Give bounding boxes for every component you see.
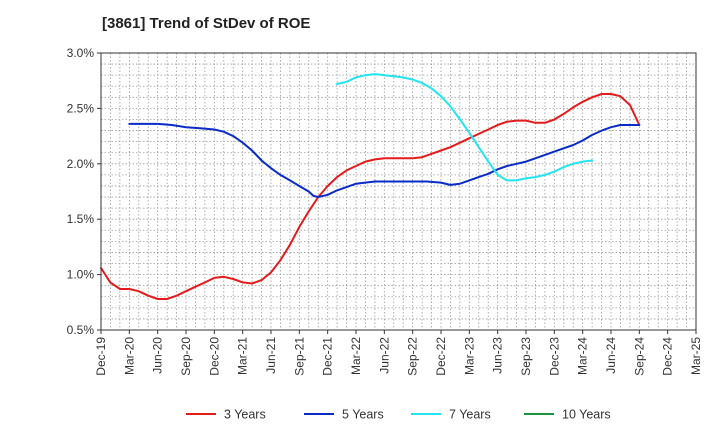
- y-axis: 0.5% 1.0% 1.5% 2.0% 2.5% 3.0%: [67, 46, 101, 337]
- x-tick-label: Jun-24: [604, 337, 618, 374]
- series-lines: [100, 73, 641, 300]
- x-tick-label: Mar-25: [689, 337, 703, 375]
- y-tick-label: 2.5%: [67, 101, 95, 115]
- x-tick-label: Sep-24: [632, 337, 646, 376]
- series-line-7-years: [336, 73, 593, 182]
- x-tick-label: Sep-23: [519, 337, 533, 376]
- x-tick-label: Sep-21: [292, 337, 306, 376]
- x-tick-label: Mar-24: [576, 337, 590, 375]
- plot-frame: [100, 52, 697, 331]
- x-tick-label: Sep-22: [406, 337, 420, 376]
- legend-label-5-years: 5 Years: [342, 408, 384, 422]
- x-tick-label: Dec-21: [321, 337, 335, 376]
- y-tick-label: 2.0%: [67, 157, 95, 171]
- y-tick-label: 1.5%: [67, 212, 95, 226]
- x-tick-label: Jun-22: [377, 337, 391, 374]
- y-tick-label: 0.5%: [67, 323, 95, 337]
- x-tick-label: Mar-23: [462, 337, 476, 375]
- x-tick-label: Sep-20: [179, 337, 193, 376]
- x-tick-label: Jun-21: [264, 337, 278, 374]
- legend-label-7-years: 7 Years: [449, 408, 491, 422]
- x-tick-label: Dec-22: [434, 337, 448, 376]
- x-tick-label: Dec-24: [661, 337, 675, 376]
- legend: 3 Years 5 Years 7 Years 10 Years: [186, 408, 611, 422]
- x-tick-label: Dec-19: [94, 337, 108, 376]
- x-tick-label: Jun-23: [491, 337, 505, 374]
- x-tick-label: Mar-20: [122, 337, 136, 375]
- x-tick-label: Dec-20: [207, 337, 221, 376]
- y-tick-label: 1.0%: [67, 268, 95, 282]
- x-tick-label: Jun-20: [151, 337, 165, 374]
- x-axis: Dec-19 Mar-20 Jun-20 Sep-20 Dec-20 Mar-21 Jun-…: [94, 330, 703, 376]
- series-line-5-years: [128, 122, 641, 198]
- chart-title: [3861] Trend of StDev of ROE: [102, 15, 311, 32]
- x-tick-label: Dec-23: [547, 337, 561, 376]
- x-tick-label: Mar-22: [349, 337, 363, 375]
- series-line-3-years: [100, 93, 641, 300]
- legend-label-10-years: 10 Years: [562, 408, 611, 422]
- x-tick-label: Mar-21: [236, 337, 250, 375]
- legend-label-3-years: 3 Years: [224, 408, 266, 422]
- y-tick-label: 3.0%: [67, 46, 95, 60]
